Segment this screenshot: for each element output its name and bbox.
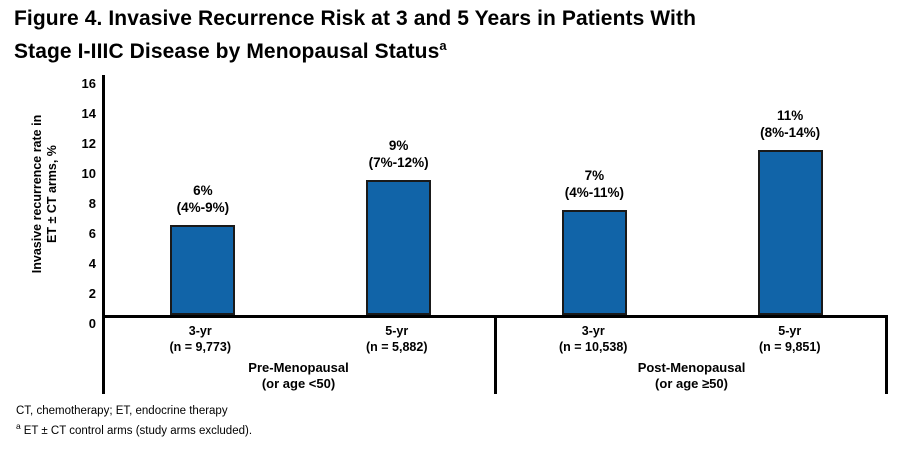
group-divider-line: [885, 318, 888, 394]
y-tick-label: 14: [81, 106, 96, 121]
group-divider-line: [493, 318, 497, 394]
bar-x-label-line: (n = 9,773): [169, 340, 232, 354]
bar-x-label-line: (n = 5,882): [366, 340, 428, 354]
bar: [170, 225, 236, 315]
title-line-2: Stage I-IIIC Disease by Menopausal Statu…: [14, 40, 440, 63]
y-tick-label: 10: [81, 166, 96, 181]
bar-x-label-line: 5-yr: [385, 324, 409, 338]
title-line-1: Figure 4. Invasive Recurrence Risk at 3 …: [14, 7, 696, 30]
bar: [366, 180, 432, 315]
bar-value-label: 7% (4%-11%): [524, 167, 664, 201]
y-axis-ticks: 0 2 4 6 8 10 12 14 16: [56, 75, 96, 331]
footnotes: CT, chemotherapy; ET, endocrine therapy …: [16, 404, 252, 439]
group-label-line: Pre-Menopausal: [248, 360, 349, 375]
group-label-line: Post-Menopausal: [637, 360, 746, 375]
bar-x-label-line: (n = 9,851): [759, 340, 821, 354]
bar-value-label-line: (4%-11%): [564, 185, 625, 200]
y-tick-label: 16: [81, 76, 96, 91]
y-axis-label-line-1: Invasive recurrence rate in: [30, 114, 44, 274]
bar-value-label-line: (4%-9%): [176, 200, 230, 215]
bar-value-label-line: (7%-12%): [368, 155, 429, 170]
bar-value-label-line: 6%: [193, 183, 213, 198]
bar-x-label-line: 3-yr: [581, 324, 605, 338]
abbreviations-note: CT, chemotherapy; ET, endocrine therapy: [16, 405, 228, 417]
bar-x-label-line: (n = 10,538): [559, 340, 628, 354]
footnote-a: a ET ± CT control arms (study arms exclud…: [16, 419, 252, 439]
y-tick-label: 4: [88, 256, 96, 271]
bar-value-label: 11% (8%-14%): [720, 107, 860, 141]
bar: [757, 150, 823, 315]
group-label: Post-Menopausal (or age ≥50): [495, 360, 888, 392]
plot-area: 6% (4%-9%) 9% (7%-12%) 7% (4%-11%) 11% (8%-14%): [102, 75, 888, 318]
figure-title: Figure 4. Invasive Recurrence Risk at 3 …: [14, 5, 696, 65]
bar-x-label: 3-yr (n = 10,538): [503, 323, 683, 355]
title-superscript: a: [439, 38, 447, 53]
bar-value-label-line: 7%: [584, 168, 605, 183]
x-label-box: 3-yr (n = 9,773) 5-yr (n = 5,882) Pre-Menopa…: [102, 318, 888, 394]
bar-value-label: 9% (7%-12%): [329, 137, 469, 171]
group-label-line: (or age <50): [261, 376, 336, 391]
footnote-a-superscript: a: [16, 421, 21, 431]
group-label: Pre-Menopausal (or age <50): [102, 360, 495, 392]
y-tick-label: 2: [88, 286, 96, 301]
bar-x-label: 3-yr (n = 9,773): [110, 323, 290, 355]
bar-x-label: 5-yr (n = 5,882): [307, 323, 487, 355]
bar-x-label: 5-yr (n = 9,851): [700, 323, 880, 355]
group-label-line: (or age ≥50): [655, 376, 728, 391]
bar: [561, 210, 627, 315]
y-tick-label: 6: [88, 226, 96, 241]
bar-x-label-line: 5-yr: [778, 324, 802, 338]
bar-value-label-line: 11%: [776, 108, 804, 123]
y-tick-label: 0: [88, 316, 96, 331]
bar-value-label-line: 9%: [388, 138, 409, 153]
y-tick-label: 12: [81, 136, 96, 151]
bar-value-label: 6% (4%-9%): [133, 182, 273, 216]
bar-x-label-line: 3-yr: [188, 324, 212, 338]
y-tick-label: 8: [88, 196, 96, 211]
group-divider-line: [102, 318, 105, 394]
footnote-a-text: ET ± CT control arms (study arms exclude…: [23, 424, 253, 437]
bar-value-label-line: (8%-14%): [760, 125, 821, 140]
